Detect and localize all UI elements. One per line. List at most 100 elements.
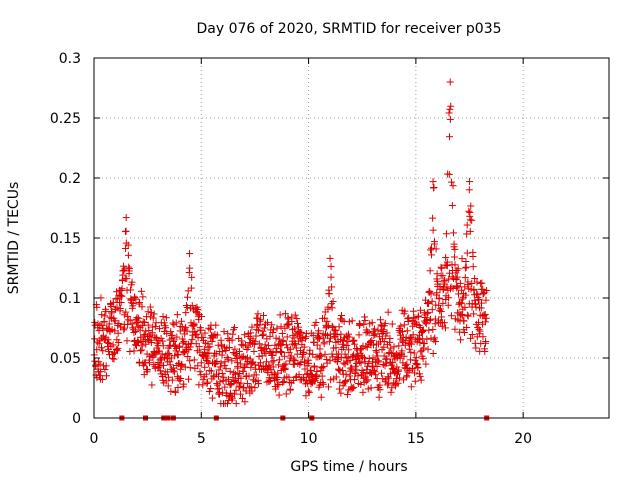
scatter-point xyxy=(345,330,353,338)
scatter-point xyxy=(239,367,247,375)
scatter-point xyxy=(472,303,480,311)
scatter-point xyxy=(188,273,196,281)
scatter-point xyxy=(167,328,175,336)
scatter-point xyxy=(349,384,357,392)
scatter-point xyxy=(135,314,143,322)
scatter-point xyxy=(201,363,209,371)
chart-title: Day 076 of 2020, SRMTID for receiver p03… xyxy=(196,21,501,37)
scatter-point xyxy=(156,325,164,333)
scatter-point xyxy=(332,327,340,335)
scatter-point xyxy=(199,376,207,384)
scatter-point xyxy=(461,303,469,311)
scatter-point xyxy=(95,340,103,348)
scatter-point xyxy=(326,254,334,262)
scatter-point xyxy=(186,364,194,372)
scatter-point xyxy=(383,355,391,363)
scatter-point xyxy=(313,341,321,349)
scatter-point xyxy=(173,311,181,319)
scatter-point xyxy=(442,254,450,262)
scatter-point xyxy=(473,290,481,298)
scatter-point xyxy=(385,374,393,382)
scatter-point xyxy=(162,324,170,332)
scatter-point xyxy=(188,336,196,344)
scatter-point xyxy=(429,350,437,358)
scatter-point xyxy=(365,355,373,363)
scatter-point xyxy=(174,351,182,359)
scatter-point xyxy=(235,347,243,355)
scatter-point xyxy=(155,363,163,371)
scatter-point xyxy=(435,295,443,303)
scatter-point xyxy=(301,335,309,343)
scatter-point xyxy=(343,391,351,399)
scatter-point xyxy=(123,275,131,283)
scatter-point xyxy=(374,357,382,365)
scatter-point xyxy=(278,348,286,356)
scatter-point xyxy=(120,324,128,332)
scatter-point xyxy=(144,321,152,329)
scatter-point xyxy=(254,310,262,318)
scatter-point xyxy=(425,288,433,296)
scatter-point xyxy=(361,313,369,321)
scatter-point xyxy=(238,337,246,345)
scatter-point xyxy=(309,331,317,339)
scatter-point xyxy=(410,349,418,357)
scatter-point xyxy=(206,366,214,374)
scatter-point xyxy=(312,374,320,382)
scatter-point xyxy=(218,370,226,378)
scatter-point xyxy=(107,303,115,311)
scatter-point xyxy=(323,317,331,325)
scatter-point xyxy=(116,304,124,312)
scatter-point xyxy=(373,348,381,356)
scatter-point xyxy=(468,331,476,339)
scatter-point xyxy=(268,358,276,366)
scatter-point xyxy=(207,367,215,375)
scatter-point xyxy=(407,348,415,356)
scatter-point xyxy=(123,337,131,345)
scatter-point xyxy=(228,396,236,404)
scatter-point xyxy=(326,357,334,365)
scatter-point xyxy=(201,329,209,337)
scatter-point xyxy=(129,299,137,307)
scatter-point xyxy=(193,330,201,338)
scatter-point xyxy=(144,308,152,316)
scatter-point xyxy=(105,348,113,356)
y-tick-label: 0.05 xyxy=(50,351,81,367)
scatter-point xyxy=(222,365,230,373)
scatter-point xyxy=(269,348,277,356)
scatter-point xyxy=(232,400,240,408)
scatter-point xyxy=(417,376,425,384)
scatter-point xyxy=(430,336,438,344)
scatter-point xyxy=(203,350,211,358)
scatter-point xyxy=(98,321,106,329)
x-axis-label: GPS time / hours xyxy=(290,459,407,475)
scatter-point xyxy=(259,330,267,338)
scatter-point xyxy=(341,350,349,358)
scatter-point xyxy=(401,307,409,315)
scatter-point xyxy=(173,333,181,341)
scatter-point xyxy=(403,360,411,368)
scatter-point xyxy=(170,368,178,376)
scatter-point xyxy=(117,286,125,294)
scatter-point xyxy=(337,389,345,397)
scatter-point xyxy=(380,338,388,346)
scatter-point xyxy=(396,354,404,362)
scatter-point xyxy=(464,312,472,320)
scatter-point xyxy=(155,347,163,355)
scatter-point xyxy=(124,312,132,320)
scatter-point xyxy=(212,321,220,329)
scatter-point xyxy=(329,297,337,305)
plot-frame xyxy=(93,57,610,419)
scatter-point xyxy=(101,312,109,320)
scatter-point xyxy=(286,378,294,386)
scatter-point xyxy=(276,356,284,364)
scatter-point xyxy=(224,355,232,363)
scatter-point xyxy=(252,371,260,379)
scatter-point xyxy=(139,293,147,301)
scatter-point xyxy=(282,341,290,349)
scatter-point xyxy=(394,379,402,387)
scatter-point xyxy=(307,366,315,374)
scatter-point xyxy=(454,265,462,273)
scatter-point xyxy=(124,251,132,259)
scatter-point xyxy=(264,342,272,350)
scatter-point xyxy=(229,348,237,356)
